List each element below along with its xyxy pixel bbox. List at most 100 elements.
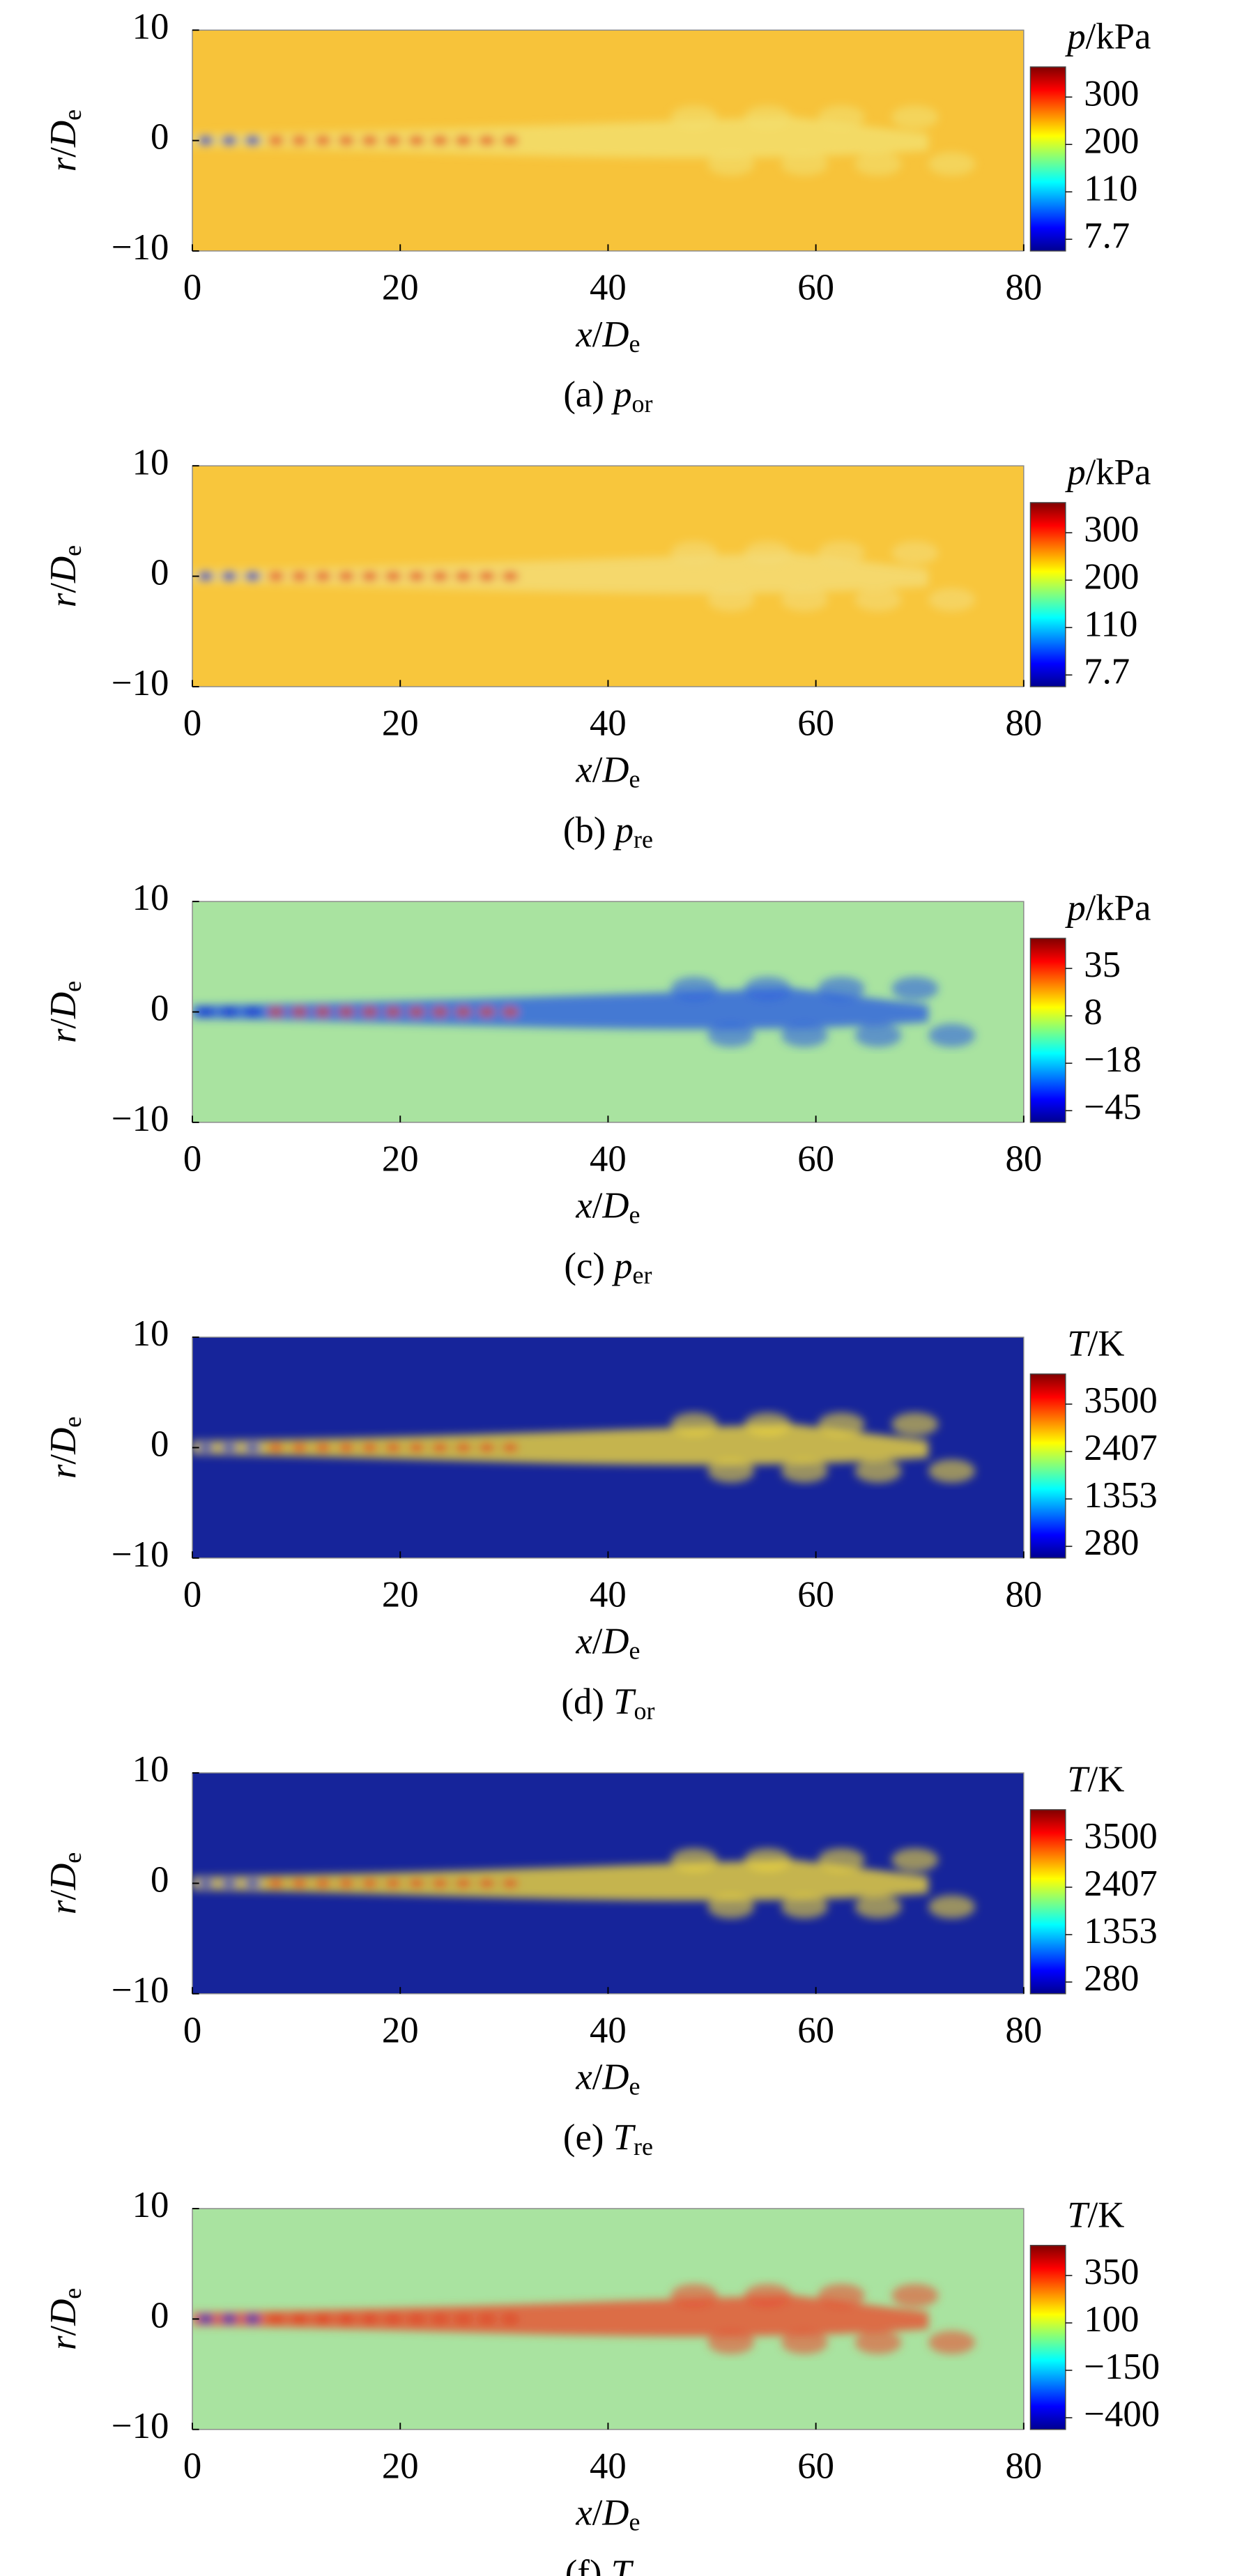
y-tick-label: 10 (132, 442, 169, 482)
y-axis-label-part: D (43, 121, 84, 148)
colorbar-label-part: p (1064, 452, 1085, 493)
core-cell (431, 1442, 449, 1453)
core-cell (454, 1878, 472, 1889)
core-cell (408, 1007, 425, 1017)
core-blob (891, 1412, 939, 1436)
core-cell (337, 1007, 355, 1017)
core-blob (670, 977, 718, 1000)
core-blob (670, 541, 718, 565)
core-blob (854, 152, 902, 176)
field (192, 466, 1024, 687)
y-axis-label-part: / (43, 147, 84, 158)
core-cell (337, 1878, 355, 1889)
colorbar (1029, 1373, 1066, 1559)
core-cell (244, 1007, 261, 1017)
x-tick-label: 80 (1005, 2011, 1042, 2051)
x-tick-label: 80 (1005, 703, 1042, 744)
core-blob (744, 1848, 792, 1872)
colorbar-tick-label: 3500 (1084, 1380, 1158, 1421)
core-blob (928, 152, 976, 176)
y-tick-label: −10 (112, 1099, 169, 1139)
core-cell (385, 1442, 402, 1453)
colorbar-tick-label: 300 (1084, 73, 1139, 114)
field (192, 1337, 1024, 1558)
core-cell (220, 1442, 238, 1453)
colorbar-label: p/kPa (1064, 888, 1151, 929)
x-axis-label-part: e (629, 1637, 640, 1665)
core-cell (478, 1007, 496, 1017)
core-blob (854, 1023, 902, 1047)
core-cell (502, 1878, 519, 1889)
core-blob (818, 541, 865, 565)
core-streak (192, 552, 929, 594)
core-cell (408, 1878, 425, 1889)
core-cell (454, 2314, 472, 2324)
field (192, 901, 1024, 1122)
core-blob (854, 1895, 902, 1919)
core-cell (244, 1442, 261, 1453)
core-cell (385, 571, 402, 581)
x-tick-label: 0 (183, 2011, 201, 2051)
x-tick-label: 0 (183, 268, 201, 308)
x-tick-label: 60 (797, 2011, 834, 2051)
x-axis-label: x/De (575, 1622, 640, 1665)
y-tick-label: 10 (132, 2185, 169, 2225)
core-blob (928, 2331, 976, 2354)
core-blob (707, 1895, 755, 1919)
colorbar-tick-label: 35 (1084, 945, 1121, 985)
colorbar-label-part: /kPa (1086, 888, 1151, 929)
core-blob (891, 2283, 939, 2308)
core-cell (385, 135, 402, 146)
core-blob (707, 1023, 755, 1047)
colorbar-label-part: p (1064, 17, 1085, 57)
colorbar-tick-label: 280 (1084, 1523, 1139, 1563)
caption: (a) por (563, 374, 652, 418)
core-blob (854, 2331, 902, 2354)
core-blob (670, 1412, 718, 1436)
caption-part: or (634, 1697, 655, 1725)
core-cell (244, 1878, 261, 1889)
core-cell (408, 1442, 425, 1453)
x-axis-label-part: / (592, 1186, 603, 1226)
core-blob (670, 2283, 718, 2308)
x-axis-label-part: D (601, 1622, 629, 1662)
core-blob (818, 2283, 865, 2308)
y-axis-label-part: r (43, 1464, 84, 1479)
core-cell (337, 2314, 355, 2324)
x-axis-label-part: x (575, 1622, 592, 1662)
y-tick-label: 0 (151, 1860, 169, 1900)
field (192, 2208, 1024, 2430)
colorbar-tick-label: 300 (1084, 509, 1139, 549)
y-axis-label-part: e (59, 545, 86, 556)
y-axis-label-part: D (43, 992, 84, 1019)
core-cell (478, 2314, 496, 2324)
x-tick-label: 60 (797, 268, 834, 308)
y-axis-label-part: r (43, 1028, 84, 1043)
colorbar-tick-label: 200 (1084, 556, 1139, 597)
core-cell (408, 571, 425, 581)
core-blob (670, 105, 718, 129)
colorbar-label-part: /kPa (1086, 17, 1151, 57)
x-tick-label: 20 (382, 2446, 419, 2486)
colorbar-label-part: p (1064, 888, 1085, 929)
core-cell (268, 1442, 285, 1453)
caption-part: T (613, 2117, 636, 2158)
x-tick-label: 40 (590, 1575, 627, 1615)
core-cell (291, 1007, 308, 1017)
core-blob (928, 588, 976, 611)
core-blob (744, 1412, 792, 1436)
colorbar-tick-label: 280 (1084, 1958, 1139, 1999)
caption-part: p (611, 1246, 632, 1286)
core-streak (192, 988, 929, 1030)
core-cell (385, 2314, 402, 2324)
x-tick-label: 80 (1005, 1575, 1042, 1615)
core-blob (928, 1459, 976, 1483)
x-tick-label: 60 (797, 703, 834, 744)
core-cell (502, 1442, 519, 1453)
core-cell (314, 135, 332, 146)
core-cell (314, 1442, 332, 1453)
core-blob (891, 541, 939, 565)
y-tick-label: 0 (151, 553, 169, 593)
